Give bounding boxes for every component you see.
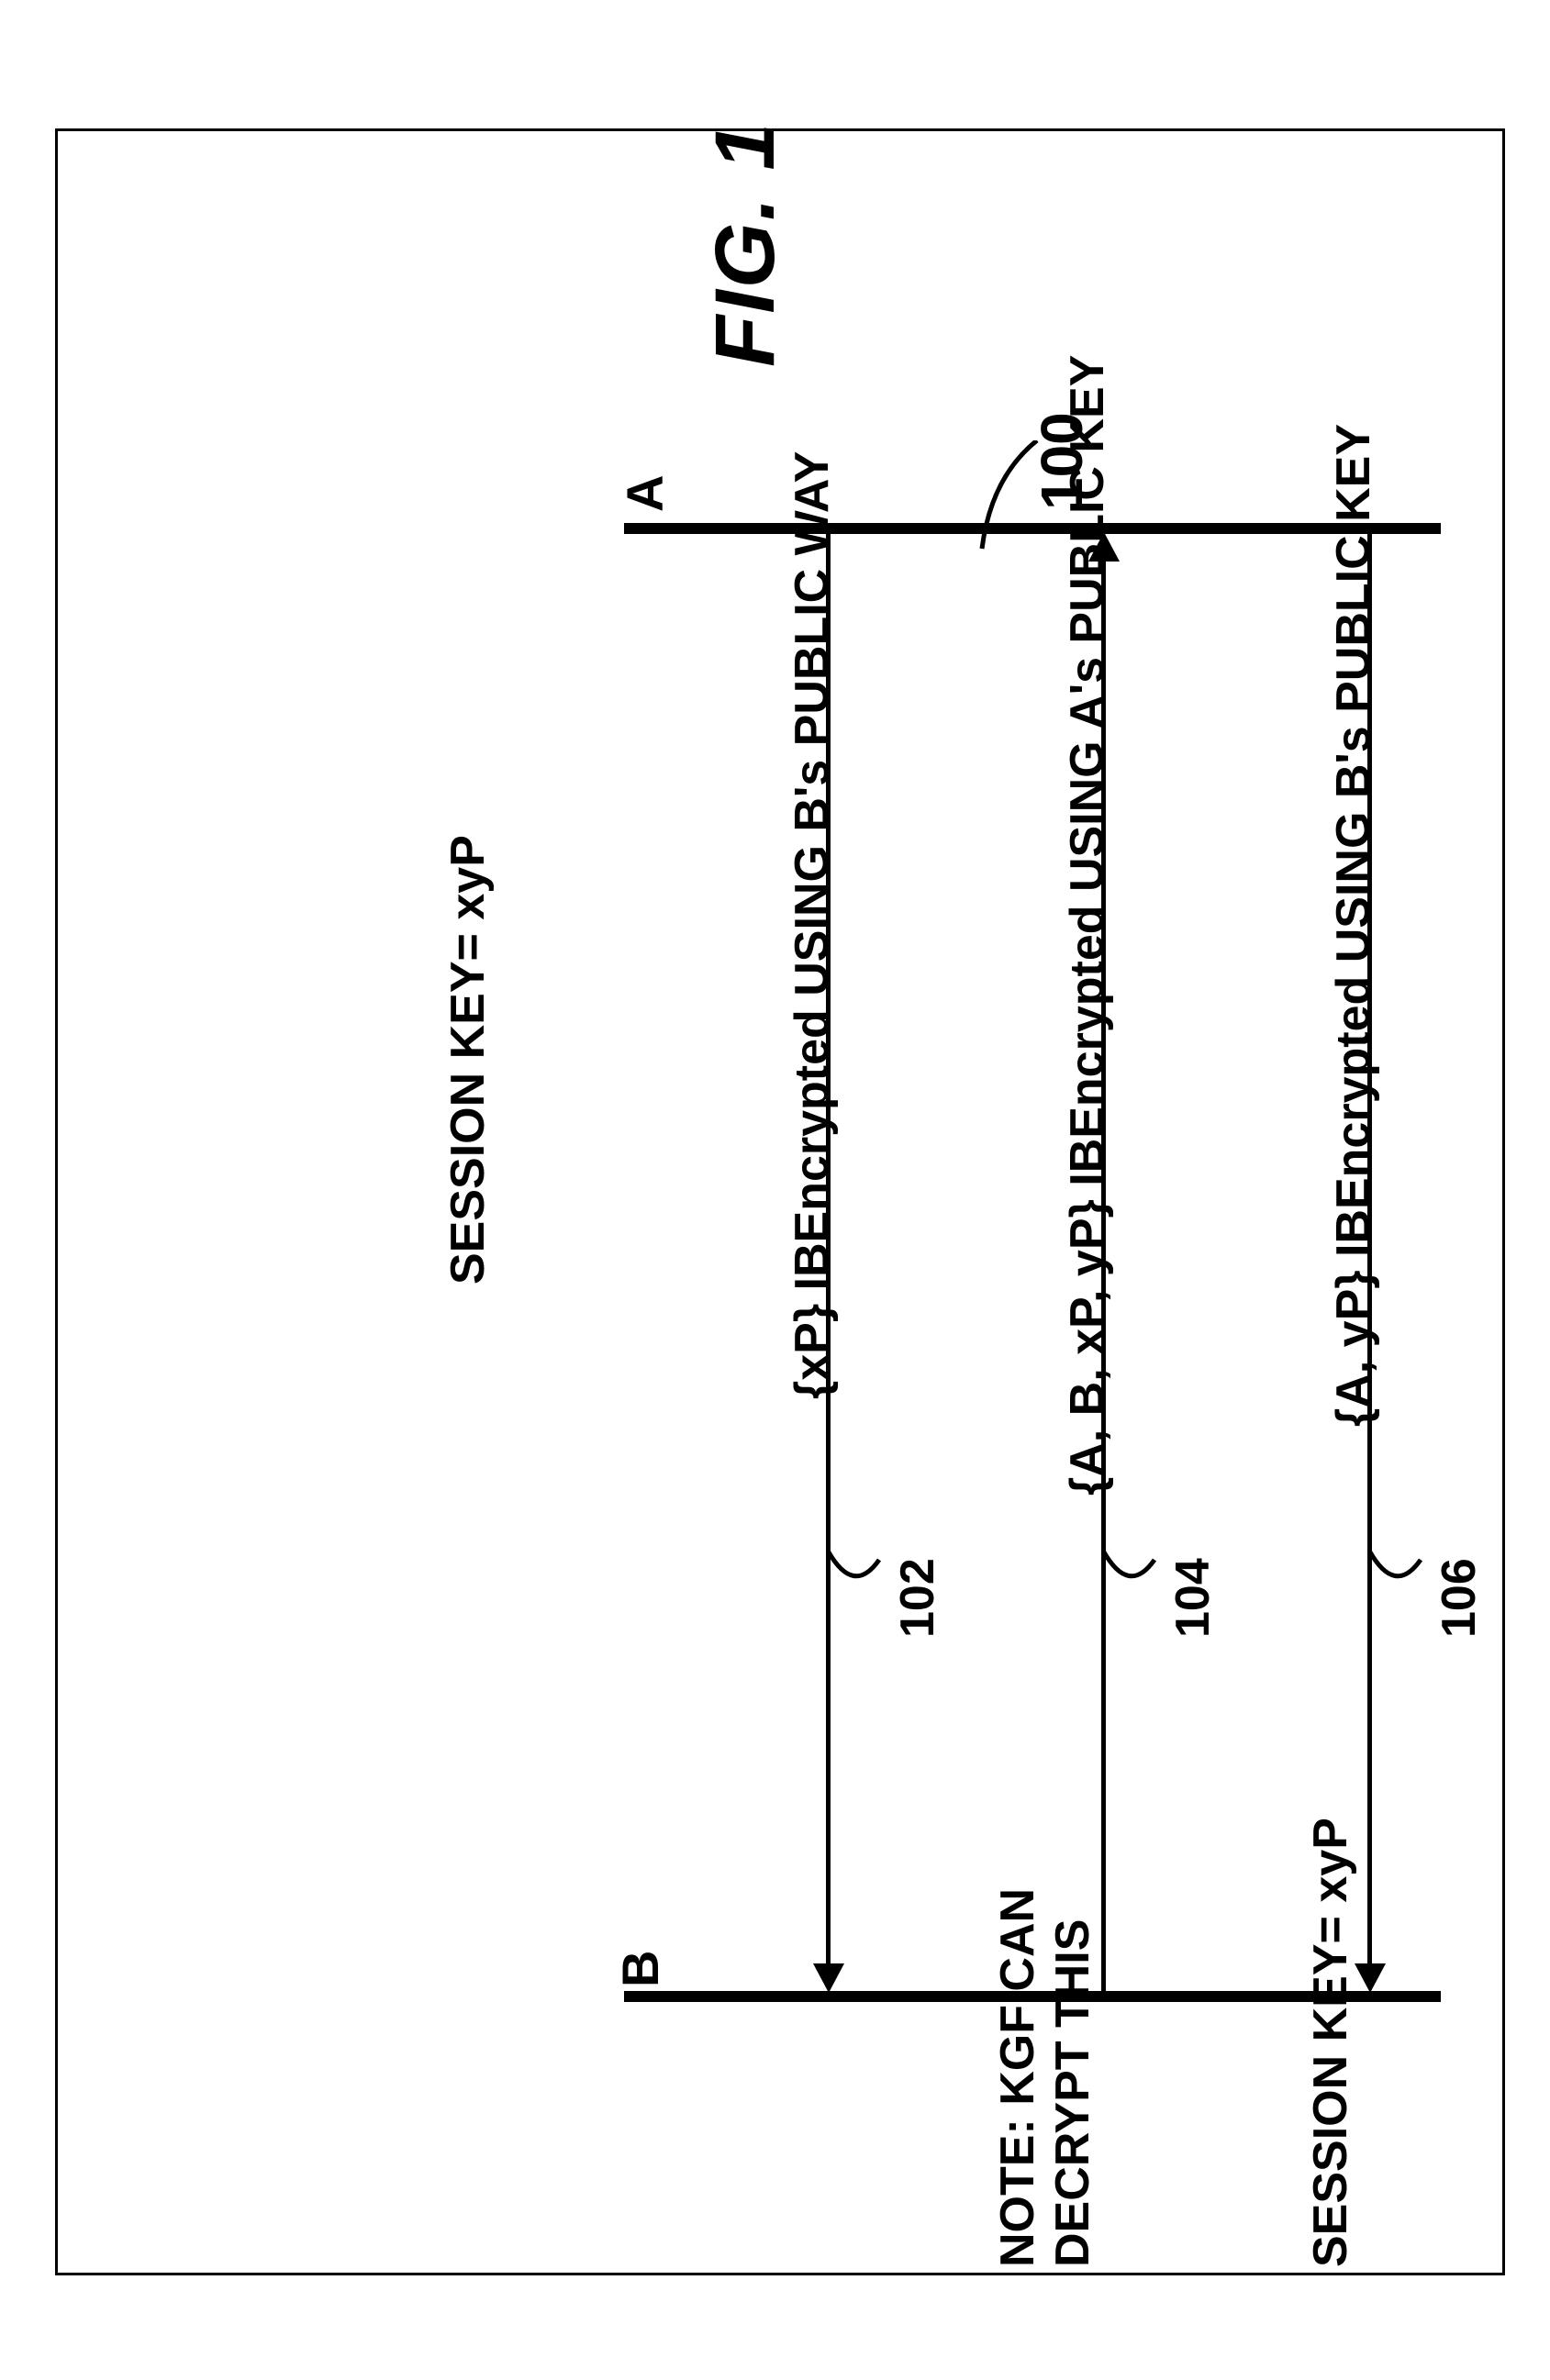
note-kgf: NOTE: KGF CAN DECRYPT THIS [991, 1888, 1101, 2267]
lifeline-a-label: A [615, 475, 675, 512]
note-line2: DECRYPT THIS [1046, 1919, 1099, 2267]
msg2-ref: 104 [1165, 1558, 1221, 1638]
msg1-ref-tick [826, 1551, 881, 1624]
msg3-ref-tick [1367, 1551, 1422, 1624]
session-key-a: SESSION KEY= xyP [440, 835, 496, 1285]
msg3-line [1367, 534, 1372, 1965]
figure-title: FIG. 1 [697, 121, 794, 367]
msg3-arrowhead [1355, 1963, 1386, 1993]
msg3-ref: 106 [1432, 1558, 1487, 1638]
msg1-arrowhead [813, 1963, 844, 1993]
note-line1: NOTE: KGF CAN [991, 1888, 1044, 2267]
msg1-ref: 102 [890, 1558, 945, 1638]
lifeline-a [624, 523, 1441, 534]
msg2-line [1101, 560, 1106, 1991]
msg2-ref-tick [1101, 1551, 1156, 1624]
lifeline-b-label: B [610, 1951, 670, 1987]
msg1-text: {xP} IBEncrypted USING B's PUBLIC WAY [785, 451, 840, 1399]
msg2-arrowhead [1088, 532, 1120, 562]
msg1-line [826, 534, 831, 1965]
msg2-text: {A, B, xP, yP} IBEncrypted USING A's PUB… [1060, 355, 1115, 1496]
ref-100-leader [973, 440, 1046, 551]
session-key-b: SESSION KEY= xyP [1303, 1818, 1358, 2267]
msg3-text: {A, yP} IBEncrypted USING B's PUBLIC KEY [1326, 424, 1381, 1427]
outer-frame [55, 128, 1505, 2275]
